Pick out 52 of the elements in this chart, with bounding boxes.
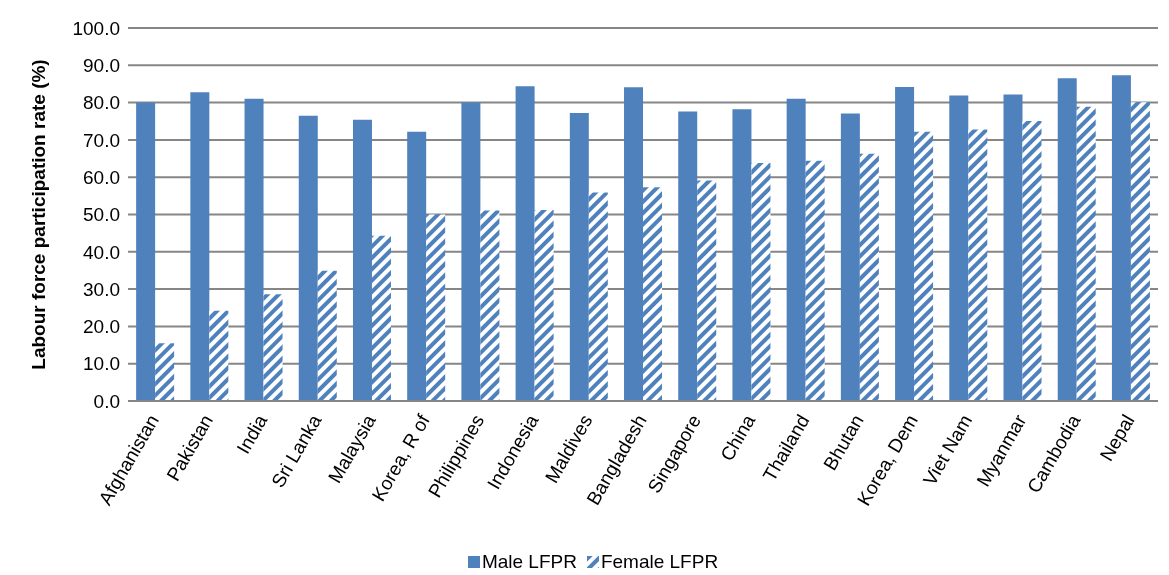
bar — [968, 129, 988, 401]
y-tick-label: 90.0 — [83, 55, 120, 77]
bar — [534, 210, 554, 401]
bar — [136, 102, 156, 401]
bar — [407, 131, 427, 401]
bar — [298, 115, 318, 401]
bar — [244, 98, 264, 401]
bar — [569, 113, 589, 401]
bar — [697, 180, 717, 401]
bar — [1057, 78, 1077, 401]
bar — [786, 98, 806, 401]
bar — [371, 235, 391, 401]
y-axis-title: Labour force participation rate (%) — [27, 59, 49, 370]
bar — [1022, 120, 1042, 401]
bar — [624, 87, 644, 401]
y-tick-label: 30.0 — [83, 278, 120, 300]
bar — [515, 86, 535, 401]
bar — [840, 113, 860, 401]
y-tick-label: 40.0 — [83, 241, 120, 263]
bar — [1130, 102, 1150, 401]
bar — [480, 210, 500, 401]
y-tick-label: 70.0 — [83, 129, 120, 151]
y-tick-label: 10.0 — [83, 353, 120, 375]
bar — [317, 270, 337, 401]
bar — [751, 163, 771, 401]
bar — [1003, 94, 1023, 401]
y-tick-label: 20.0 — [83, 316, 120, 338]
bar — [949, 95, 969, 401]
bar — [588, 192, 608, 401]
bar — [805, 160, 825, 401]
bar — [1111, 75, 1131, 401]
bar — [859, 153, 879, 401]
legend-label: Male LFPR — [481, 551, 577, 573]
y-tick-label: 50.0 — [83, 204, 120, 226]
bar — [678, 111, 698, 401]
bar — [914, 131, 934, 401]
bar — [1076, 106, 1096, 401]
bar — [426, 214, 446, 401]
y-tick-label: 60.0 — [83, 166, 120, 188]
bar — [352, 119, 372, 401]
bar — [155, 343, 175, 401]
y-tick-label: 0.0 — [93, 390, 120, 412]
bar — [263, 294, 283, 401]
bar — [190, 92, 210, 401]
bar — [461, 102, 481, 401]
legend-label: Female LFPR — [600, 551, 719, 573]
bar — [732, 109, 752, 401]
y-tick-label: 100.0 — [72, 17, 120, 39]
bar — [643, 187, 663, 401]
bar — [209, 310, 229, 401]
y-tick-label: 80.0 — [83, 92, 120, 114]
bar — [895, 86, 915, 401]
